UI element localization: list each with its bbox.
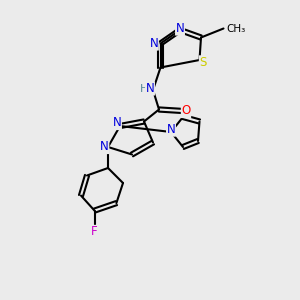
Text: H: H <box>140 83 148 94</box>
Text: S: S <box>200 56 207 69</box>
Text: CH₃: CH₃ <box>226 23 245 34</box>
Text: N: N <box>112 116 122 130</box>
Text: N: N <box>167 123 176 136</box>
Text: N: N <box>176 22 184 35</box>
Text: N: N <box>100 140 109 154</box>
Text: O: O <box>182 104 190 118</box>
Text: F: F <box>91 225 98 239</box>
Text: N: N <box>149 37 158 50</box>
Text: N: N <box>146 82 154 95</box>
